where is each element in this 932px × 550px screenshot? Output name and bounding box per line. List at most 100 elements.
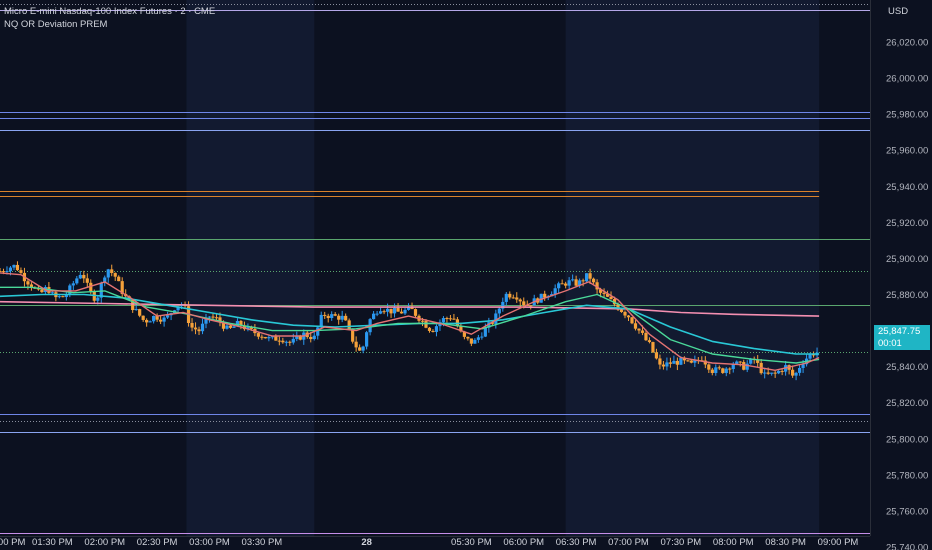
candle-body	[117, 276, 121, 282]
candle-body	[85, 278, 89, 283]
candle-body	[658, 358, 662, 365]
candle-body	[319, 314, 323, 328]
candle-body	[626, 315, 631, 318]
candle-body	[159, 319, 163, 322]
candle-body	[8, 267, 13, 272]
candle-body	[633, 323, 638, 329]
candle-body	[221, 322, 226, 329]
bar-countdown: 00:01	[878, 337, 902, 349]
vwap-line	[0, 300, 820, 317]
candle-body	[644, 332, 648, 341]
candle-body	[382, 311, 386, 313]
candle-body	[389, 308, 393, 314]
time-tick-label: 05:30 PM	[451, 537, 492, 548]
candle-body	[707, 364, 711, 370]
candle-body	[619, 309, 624, 312]
candle-body	[647, 340, 652, 343]
candle-body	[791, 369, 795, 376]
candle-body	[497, 308, 501, 314]
candle-body	[522, 301, 526, 306]
candle-body	[591, 278, 596, 283]
candle-body	[742, 362, 746, 370]
candle-body	[26, 281, 30, 285]
candle-body	[337, 315, 341, 320]
candle-body	[504, 293, 508, 302]
candle-body	[148, 321, 152, 323]
time-axis[interactable]: 1:00 PM 01:30 PM 02:00 PM 02:30 PM 03:00 PM 0…	[0, 536, 870, 550]
price-tick-label: 25,980.00	[886, 110, 928, 121]
candle-body	[616, 304, 620, 310]
candle-body	[378, 311, 383, 314]
price-tick-label: 25,740.00	[886, 543, 928, 550]
time-tick-label: 03:30 PM	[242, 537, 283, 548]
candle-body	[113, 273, 117, 277]
candle-body	[0, 271, 2, 273]
price-axis[interactable]: 26,020.00 26,000.00 25,980.00 25,960.00 25,9…	[870, 0, 932, 550]
last-price-value: 25,847.75	[878, 326, 921, 337]
candle-body	[689, 360, 693, 363]
candle-body	[543, 293, 547, 298]
candle-body	[766, 372, 770, 374]
candle-body	[61, 296, 65, 298]
candle-body	[40, 289, 44, 293]
candle-body	[232, 326, 236, 328]
candle-body	[612, 299, 617, 305]
candle-body	[710, 369, 714, 373]
symbol-title[interactable]: Micro E-mini Nasdaq-100 Index Futures · …	[4, 6, 216, 17]
candle-body	[274, 336, 278, 341]
candle-body	[466, 336, 470, 339]
candle-body	[539, 293, 543, 303]
candle-body	[745, 363, 749, 370]
candle-body	[668, 362, 672, 364]
candle-body	[651, 342, 655, 353]
price-axis-bg	[870, 0, 932, 550]
price-tick-label: 25,880.00	[886, 290, 928, 301]
candle-body	[312, 335, 316, 340]
candle-body	[490, 322, 494, 324]
candle-body	[595, 282, 599, 290]
candle-body	[138, 309, 142, 316]
candle-body	[193, 327, 198, 330]
candle-body	[564, 283, 568, 286]
candle-body	[75, 278, 79, 284]
candle-body	[323, 314, 327, 316]
candle-body	[476, 337, 480, 340]
candle-body	[738, 361, 742, 363]
candle-body	[427, 327, 432, 331]
time-tick-label: 28	[361, 537, 372, 548]
candle-body	[399, 311, 404, 314]
candle-body	[176, 306, 180, 311]
candle-body	[5, 271, 9, 273]
candle-body	[277, 340, 281, 342]
candle-body	[295, 335, 299, 339]
candle-body	[15, 264, 20, 271]
candle-body	[529, 305, 533, 307]
candle-body	[19, 270, 23, 273]
candle-body	[445, 318, 449, 320]
indicator-title[interactable]: NQ OR Deviation PREM	[4, 19, 108, 30]
candle-body	[134, 309, 138, 311]
price-tick-label: 26,000.00	[886, 74, 928, 85]
chart-legend: Micro E-mini Nasdaq-100 Index Futures · …	[4, 5, 215, 31]
candle-body	[29, 284, 34, 288]
candle-body	[89, 282, 93, 292]
candle-body	[501, 301, 505, 309]
candle-body	[588, 273, 592, 279]
candle-body	[141, 315, 145, 320]
candle-body	[82, 274, 86, 279]
candle-body	[693, 359, 697, 363]
candle-body	[686, 360, 690, 362]
candle-body	[155, 315, 159, 320]
candle-body	[288, 341, 292, 343]
ema-mid-line	[0, 286, 820, 364]
candle-body	[605, 293, 610, 297]
candle-body	[665, 362, 669, 367]
candle-body	[808, 354, 812, 359]
candle-body	[797, 367, 802, 373]
candle-body	[801, 364, 805, 368]
candle-body	[298, 335, 302, 340]
price-tick-label: 26,020.00	[886, 38, 928, 49]
currency-button[interactable]: USD	[888, 6, 909, 17]
candle-body	[571, 279, 575, 281]
